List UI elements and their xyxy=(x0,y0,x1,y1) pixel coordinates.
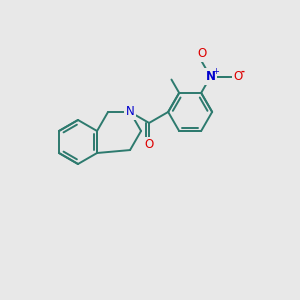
Text: N: N xyxy=(206,70,215,83)
Text: -: - xyxy=(240,67,244,77)
Text: +: + xyxy=(213,67,219,76)
Text: O: O xyxy=(197,47,206,61)
Text: N: N xyxy=(126,105,134,119)
Text: O: O xyxy=(145,138,154,152)
Text: O: O xyxy=(233,70,242,83)
